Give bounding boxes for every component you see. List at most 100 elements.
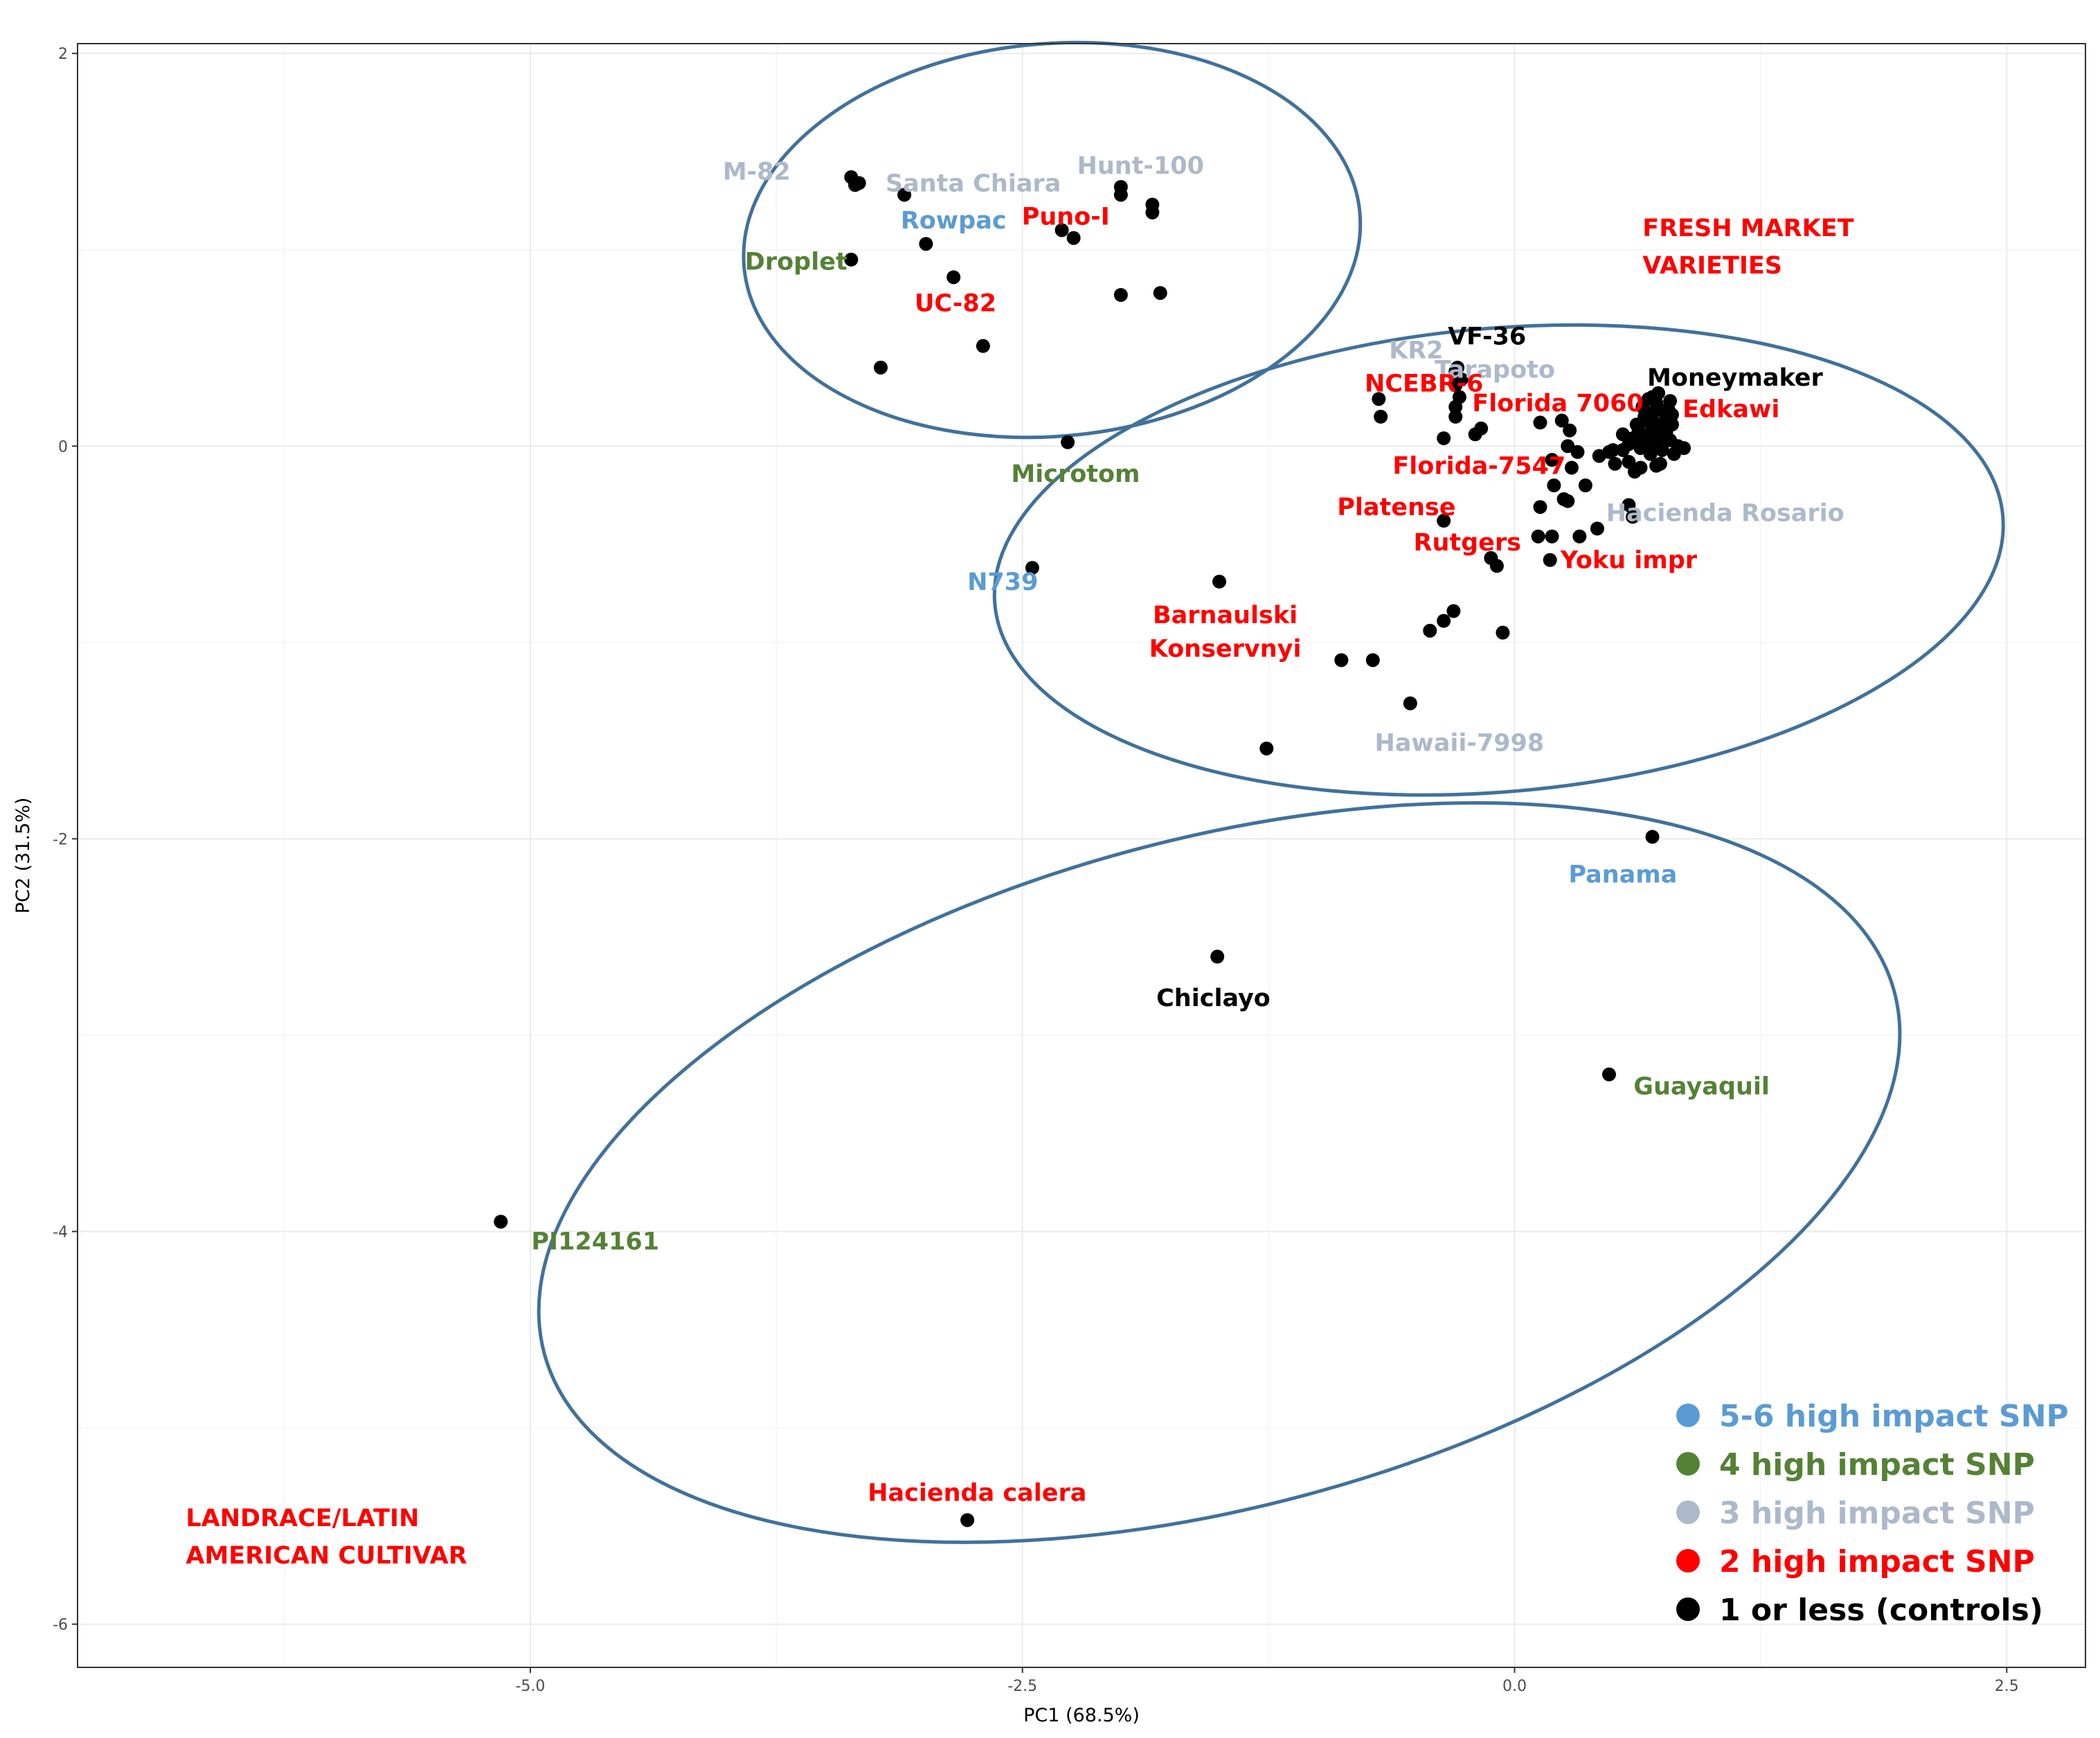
data-point [1615, 442, 1630, 457]
data-point [1606, 442, 1620, 457]
data-point [960, 1513, 975, 1528]
data-point [1533, 500, 1547, 514]
label-edkawi: Edkawi [1682, 395, 1779, 423]
data-point [1334, 653, 1349, 668]
data-point [1622, 498, 1636, 512]
label-barnaulski: Barnaulski [1153, 602, 1298, 629]
data-point [1066, 231, 1081, 245]
data-point [1025, 561, 1039, 575]
data-point [1601, 1067, 1616, 1082]
label-m-82: M-82 [723, 158, 791, 186]
data-point [1626, 510, 1640, 524]
data-point [1113, 188, 1128, 202]
data-point [1572, 529, 1587, 544]
data-point [1664, 407, 1679, 422]
data-point [1448, 378, 1463, 393]
data-point [1489, 559, 1504, 573]
label-rowpac: Rowpac [901, 207, 1007, 235]
data-point [1563, 423, 1577, 438]
data-point [1372, 392, 1386, 406]
data-point [1647, 439, 1662, 454]
label-ncebr-6: NCEBR-6 [1365, 370, 1483, 398]
data-point [1259, 741, 1274, 755]
y-tick-label: -6 [53, 1617, 68, 1634]
x-tick-label: -2.5 [1007, 1678, 1037, 1695]
ellipse-landrace [537, 801, 1902, 1544]
data-point [1615, 427, 1630, 442]
data-point [1437, 431, 1451, 445]
legend-swatch-gray [1676, 1500, 1700, 1524]
data-point [1145, 205, 1160, 220]
data-point [1561, 494, 1575, 508]
group-annotations: FRESH MARKET VARIETIES LANDRACE/LATIN AMERI… [186, 215, 1854, 1570]
label-microtom: Microtom [1011, 460, 1140, 488]
data-point [1437, 514, 1451, 528]
data-point [1153, 286, 1167, 301]
label-guayaquil: Guayaquil [1633, 1073, 1770, 1101]
data-point [1554, 413, 1569, 428]
data-point [494, 1215, 508, 1229]
data-point [874, 360, 888, 375]
data-point [1633, 460, 1648, 475]
data-point [1649, 458, 1664, 473]
data-points [494, 170, 1691, 1528]
legend: 5-6 high impact SNP 4 high impact SNP 3 hi… [1676, 1399, 2069, 1628]
label-konservnyi: Konservnyi [1149, 635, 1302, 663]
label-platense: Platense [1337, 494, 1455, 521]
data-point [1545, 453, 1559, 467]
variety-labels: M-82 Santa Chiara Hunt-100 Rowpac Puno-I Drop… [531, 152, 1844, 1507]
axes: -5.0 -2.5 0.0 2.5 2 0 -2 -4 -6 [53, 46, 2019, 1695]
data-point [1547, 478, 1561, 492]
label-moneymaker: Moneymaker [1647, 364, 1824, 392]
label-droplet: Droplet [745, 249, 847, 276]
data-point [1365, 653, 1380, 668]
label-vf-36: VF-36 [1448, 323, 1526, 350]
data-point [1113, 287, 1128, 302]
data-point [1055, 223, 1069, 238]
label-tarapoto: Tarapoto [1435, 357, 1555, 384]
data-point [848, 178, 863, 192]
data-point [1645, 830, 1660, 844]
legend-label-black: 1 or less (controls) [1719, 1593, 2043, 1628]
data-point [1212, 574, 1227, 589]
label-hawaii-7998: Hawaii-7998 [1374, 729, 1544, 757]
data-point [1448, 409, 1463, 424]
y-tick-label: 0 [58, 438, 68, 456]
y-tick-label: 2 [58, 46, 68, 63]
y-tick-label: -2 [53, 831, 68, 848]
data-point [1531, 529, 1545, 544]
y-axis-title: PC2 (31.5%) [12, 798, 34, 914]
data-point [946, 270, 961, 285]
data-point [1543, 553, 1557, 567]
data-point [844, 252, 859, 267]
label-florida-7547: Florida-7547 [1392, 453, 1565, 481]
plot-panel-border [77, 43, 2086, 1668]
data-point [1639, 413, 1653, 428]
data-point [1570, 445, 1585, 459]
legend-label-blue: 5-6 high impact SNP [1719, 1399, 2069, 1434]
data-point [1437, 613, 1451, 628]
data-point [1451, 360, 1465, 375]
annotation-line: AMERICAN CULTIVAR [186, 1542, 467, 1570]
legend-label-green: 4 high impact SNP [1719, 1447, 2035, 1482]
legend-swatch-green [1676, 1452, 1700, 1476]
label-panama: Panama [1568, 861, 1677, 888]
label-hacienda-rosario: Hacienda Rosario [1606, 500, 1845, 528]
data-point [897, 188, 912, 202]
data-point [1545, 529, 1559, 544]
label-n739: N739 [967, 568, 1038, 596]
x-axis-title: PC1 (68.5%) [1023, 1705, 1140, 1726]
label-kr2: KR2 [1389, 337, 1443, 364]
label-chiclayo: Chiclayo [1156, 985, 1271, 1012]
legend-swatch-blue [1676, 1404, 1700, 1427]
plot-panel [78, 44, 2085, 1667]
data-point [1564, 460, 1579, 475]
data-point [1653, 427, 1667, 442]
data-point [1374, 409, 1388, 424]
label-santa-chiara: Santa Chiara [886, 170, 1061, 197]
data-point [919, 237, 933, 251]
data-point [1645, 390, 1660, 404]
annotation-line: LANDRACE/LATIN [186, 1505, 419, 1532]
